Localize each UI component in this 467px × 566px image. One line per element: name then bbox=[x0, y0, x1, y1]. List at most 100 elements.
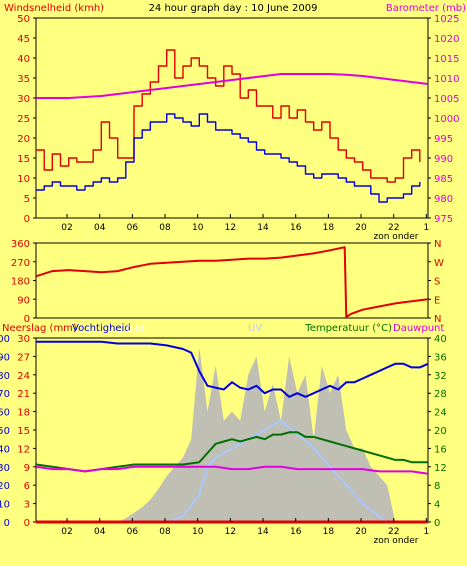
dewpoint-title: Dauwpunt bbox=[393, 323, 444, 334]
humidity-axis-label: 70 bbox=[0, 389, 10, 400]
rain-axis-label: 30 bbox=[17, 334, 30, 345]
x-tick-label: 1 bbox=[423, 527, 429, 537]
rain-axis-label: 9 bbox=[24, 463, 30, 474]
temperature-axis-label: 8 bbox=[434, 481, 440, 492]
x-tick-label: 12 bbox=[225, 527, 236, 537]
humidity-axis-label: 100 bbox=[0, 334, 10, 345]
x-extra-label: zon onder bbox=[374, 232, 419, 242]
barometer-axis-label: 1005 bbox=[434, 94, 459, 105]
temperature-axis-label: 40 bbox=[434, 334, 447, 345]
humidity-axis-label: 10 bbox=[0, 500, 10, 511]
rain-axis-label: 24 bbox=[17, 371, 30, 382]
barometer-axis-label: 1000 bbox=[434, 114, 459, 125]
barometer-axis-label: 980 bbox=[434, 194, 453, 205]
temperature-axis-label: 4 bbox=[434, 500, 440, 511]
x-tick-label: 14 bbox=[257, 223, 269, 233]
barometer-axis-label: 995 bbox=[434, 134, 453, 145]
humidity-axis-label: 80 bbox=[0, 371, 10, 382]
x-tick-label: 18 bbox=[323, 223, 335, 233]
wind-axis-label: 0 bbox=[24, 214, 30, 225]
x-tick-label: 08 bbox=[159, 223, 171, 233]
rain-axis-label: 15 bbox=[17, 426, 30, 437]
wind-axis-label: 30 bbox=[17, 94, 30, 105]
humidity-axis-label: 30 bbox=[0, 463, 10, 474]
uv-title: UV bbox=[248, 323, 262, 334]
direction-axis-label: 180 bbox=[11, 277, 30, 288]
direction-axis-label: 0 bbox=[24, 314, 30, 325]
x-tick-label: 02 bbox=[61, 223, 72, 233]
wind-axis-label: 45 bbox=[17, 34, 30, 45]
wind-axis-label: 35 bbox=[17, 74, 30, 85]
series-temperatuur-line bbox=[35, 431, 428, 473]
wind-axis-title: Windsnelheid (kmh) bbox=[4, 3, 104, 14]
wind-axis-label: 50 bbox=[17, 14, 30, 25]
series-uv-line bbox=[166, 419, 388, 523]
wind-axis-label: 15 bbox=[17, 154, 30, 165]
series-windsnelheid-line bbox=[36, 113, 421, 203]
compass-axis-label: N bbox=[434, 314, 441, 325]
x-tick-label: 12 bbox=[225, 223, 236, 233]
barometer-axis-title: Barometer (mb) bbox=[386, 3, 466, 14]
humidity-axis-label: 50 bbox=[0, 426, 10, 437]
x-tick-label: 04 bbox=[94, 223, 106, 233]
x-tick-label: 04 bbox=[94, 527, 106, 537]
wind-axis-label: 5 bbox=[24, 194, 30, 205]
rain-axis-label: 27 bbox=[17, 352, 30, 363]
humidity-axis-label: 0 bbox=[4, 518, 10, 529]
barometer-axis-label: 1025 bbox=[434, 14, 459, 25]
rain-axis-label: 0 bbox=[24, 518, 30, 529]
humidity-title: Vochtigheid bbox=[72, 323, 131, 334]
x-tick-label: 06 bbox=[127, 527, 139, 537]
temperature-axis-label: 36 bbox=[434, 352, 447, 363]
wind-axis-label: 20 bbox=[17, 134, 30, 145]
chart-title: 24 hour graph day : 10 June 2009 bbox=[149, 3, 318, 14]
barometer-axis-label: 1020 bbox=[434, 34, 459, 45]
wind-axis-label: 40 bbox=[17, 54, 30, 65]
temperature-axis-label: 16 bbox=[434, 444, 447, 455]
x-tick-label: 20 bbox=[355, 527, 367, 537]
wind-axis-label: 10 bbox=[17, 174, 30, 185]
x-tick-label: 1 bbox=[423, 223, 429, 233]
humidity-axis-label: 60 bbox=[0, 408, 10, 419]
plot-area-2 bbox=[35, 242, 429, 319]
x-tick-label: 22 bbox=[388, 527, 399, 537]
direction-axis-label: 360 bbox=[11, 239, 30, 250]
rain-axis-label: 6 bbox=[24, 481, 30, 492]
series-windrichting-0-line bbox=[35, 246, 348, 319]
rain-axis-title: Neerslag (mm) bbox=[2, 323, 77, 334]
temperature-axis-label: 24 bbox=[434, 408, 447, 419]
x-tick-label: 18 bbox=[323, 527, 335, 537]
temperature-axis-label: 0 bbox=[434, 518, 440, 529]
x-tick-label: 16 bbox=[290, 527, 302, 537]
barometer-axis-label: 990 bbox=[434, 154, 453, 165]
temperature-axis-label: 32 bbox=[434, 371, 447, 382]
x-tick-label: 10 bbox=[192, 223, 204, 233]
x-tick-label: 06 bbox=[127, 223, 139, 233]
series-barometer-line bbox=[36, 73, 429, 99]
plot-area-1 bbox=[35, 17, 429, 219]
series-windrichting-1-line bbox=[345, 298, 429, 318]
x-tick-label: 20 bbox=[355, 223, 367, 233]
humidity-axis-label: 40 bbox=[0, 444, 10, 455]
x-tick-label: 22 bbox=[388, 223, 399, 233]
x-extra-label: zon onder bbox=[374, 536, 419, 546]
compass-axis-label: N bbox=[434, 239, 441, 250]
rain-axis-label: 21 bbox=[17, 389, 30, 400]
barometer-axis-label: 1010 bbox=[434, 74, 459, 85]
direction-axis-label: 90 bbox=[17, 295, 30, 306]
temperature-axis-label: 12 bbox=[434, 463, 447, 474]
barometer-axis-label: 975 bbox=[434, 214, 453, 225]
x-tick-label: 02 bbox=[61, 527, 72, 537]
series-vochtigheid-line bbox=[36, 340, 429, 398]
x-tick-label: 16 bbox=[290, 223, 302, 233]
series-windstoten-line bbox=[36, 49, 421, 183]
x-tick-label: 08 bbox=[159, 527, 171, 537]
solar-title: olar bbox=[126, 323, 146, 334]
temperature-axis-label: 20 bbox=[434, 426, 447, 437]
compass-axis-label: W bbox=[434, 258, 444, 269]
rain-axis-label: 3 bbox=[24, 500, 30, 511]
humidity-axis-label: 90 bbox=[0, 352, 10, 363]
compass-axis-label: S bbox=[434, 277, 440, 288]
rain-axis-label: 18 bbox=[17, 408, 30, 419]
